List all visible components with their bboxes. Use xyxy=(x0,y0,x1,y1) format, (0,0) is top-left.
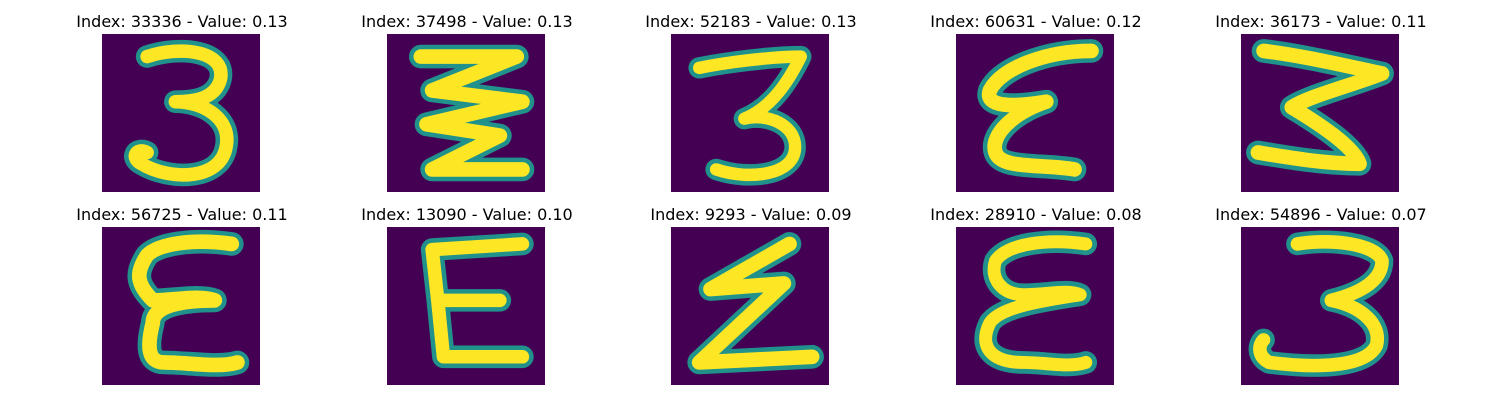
zigzag-image-svg xyxy=(687,232,824,375)
digit-3-zigzag-image xyxy=(387,34,545,192)
digit-3-image xyxy=(671,34,829,192)
sample-cell: Index: 56725 - Value: 0.11 xyxy=(76,205,288,395)
letter-e-image xyxy=(387,227,545,385)
digit-3-image-svg xyxy=(124,39,239,187)
letter-e-image xyxy=(102,227,260,385)
sample-cell: Index: 28910 - Value: 0.08 xyxy=(930,205,1142,395)
letter-e-image-svg xyxy=(974,230,1098,377)
digit-3-image-svg xyxy=(1248,230,1394,377)
sample-title: Index: 60631 - Value: 0.12 xyxy=(930,12,1142,31)
epsilon-image xyxy=(956,34,1114,192)
sample-cell: Index: 60631 - Value: 0.12 xyxy=(930,12,1142,202)
sample-title: Index: 56725 - Value: 0.11 xyxy=(76,205,288,224)
sample-title: Index: 54896 - Value: 0.07 xyxy=(1215,205,1427,224)
digit-3-image-svg xyxy=(1246,39,1394,176)
letter-e-image xyxy=(956,227,1114,385)
zigzag-image xyxy=(671,227,829,385)
digit-3-image xyxy=(1241,34,1399,192)
sample-title: Index: 28910 - Value: 0.08 xyxy=(930,205,1142,224)
letter-e-image-svg xyxy=(420,232,534,369)
sample-cell: Index: 36173 - Value: 0.11 xyxy=(1215,12,1427,202)
sample-cell: Index: 52183 - Value: 0.13 xyxy=(645,12,857,202)
sample-title: Index: 33336 - Value: 0.13 xyxy=(76,12,288,31)
sample-cell: Index: 37498 - Value: 0.13 xyxy=(361,12,573,202)
sample-title: Index: 36173 - Value: 0.11 xyxy=(1215,12,1427,31)
digit-3-zigzag-image-svg xyxy=(409,44,535,182)
sample-title: Index: 9293 - Value: 0.09 xyxy=(650,205,852,224)
digit-3-image xyxy=(102,34,260,192)
sample-title: Index: 13090 - Value: 0.10 xyxy=(361,205,573,224)
sample-cell: Index: 33336 - Value: 0.13 xyxy=(76,12,288,202)
sample-title: Index: 37498 - Value: 0.13 xyxy=(361,12,573,31)
sample-cell: Index: 9293 - Value: 0.09 xyxy=(650,205,852,395)
digit-3-image xyxy=(1241,227,1399,385)
letter-e-image-svg xyxy=(127,229,250,377)
digit-3-image-svg xyxy=(688,45,812,186)
sample-title: Index: 52183 - Value: 0.13 xyxy=(645,12,857,31)
epsilon-image-svg xyxy=(977,39,1104,182)
sample-cell: Index: 13090 - Value: 0.10 xyxy=(361,205,573,395)
sample-cell: Index: 54896 - Value: 0.07 xyxy=(1215,205,1427,395)
